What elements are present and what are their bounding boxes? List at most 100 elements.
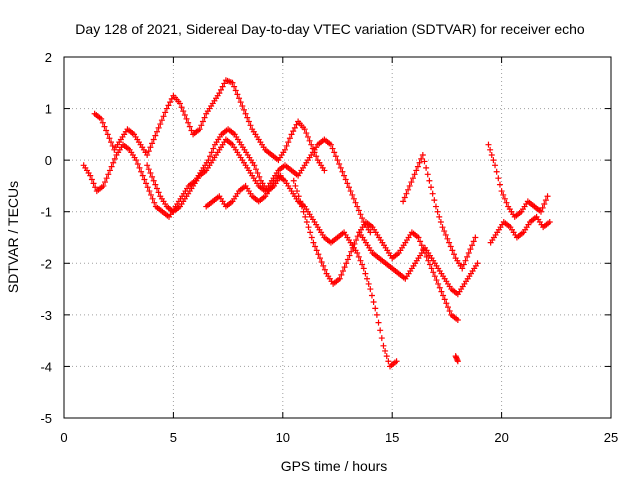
data-point: [147, 170, 154, 177]
data-point: [146, 188, 153, 195]
data-point: [431, 273, 438, 280]
data-point: [229, 79, 236, 86]
data-point: [488, 151, 495, 158]
data-point: [320, 262, 327, 269]
x-tick-label: 25: [604, 430, 618, 445]
data-point: [403, 190, 410, 197]
data-point: [198, 122, 205, 129]
data-point: [152, 181, 159, 188]
data-point: [462, 257, 469, 264]
data-point: [539, 204, 546, 211]
data-point: [303, 219, 310, 226]
data-point: [106, 135, 113, 142]
data-point: [431, 197, 438, 204]
data-point: [217, 86, 224, 93]
data-point: [149, 140, 156, 147]
x-tick-label: 10: [276, 430, 290, 445]
data-point: [357, 257, 364, 264]
data-point: [339, 268, 346, 275]
data-point: [298, 203, 305, 210]
data-point: [451, 251, 458, 258]
data-point: [151, 199, 158, 206]
data-point: [428, 184, 435, 191]
data-point: [498, 188, 505, 195]
data-point: [144, 162, 151, 169]
data-point: [446, 307, 453, 314]
data-point: [362, 270, 369, 277]
data-point: [181, 112, 188, 119]
data-point: [108, 139, 115, 146]
data-point: [415, 234, 422, 241]
y-tick-label: 0: [45, 153, 52, 168]
data-point: [490, 157, 497, 164]
data-point: [316, 255, 323, 262]
data-point: [234, 91, 241, 98]
data-point: [110, 159, 117, 166]
data-point: [355, 253, 362, 260]
data-point: [145, 148, 152, 155]
data-point: [472, 234, 479, 241]
data-point: [365, 280, 372, 287]
data-point: [186, 123, 193, 130]
data-point: [416, 159, 423, 166]
data-point: [160, 113, 167, 120]
data-points: [80, 77, 553, 370]
data-point: [342, 176, 349, 183]
data-point: [432, 203, 439, 210]
data-point: [240, 106, 247, 113]
data-point: [150, 136, 157, 143]
data-point: [236, 95, 243, 102]
data-point: [341, 264, 348, 271]
data-point: [245, 118, 252, 125]
data-point: [103, 175, 110, 182]
data-point: [434, 208, 441, 215]
data-point: [100, 182, 107, 189]
data-point: [385, 358, 392, 365]
data-point: [474, 260, 481, 267]
data-point: [467, 246, 474, 253]
data-point: [231, 83, 238, 90]
data-point: [162, 109, 169, 116]
data-point: [406, 182, 413, 189]
data-point: [495, 175, 502, 182]
data-point: [492, 162, 499, 169]
data-point: [436, 213, 443, 220]
data-point: [288, 131, 295, 138]
data-point: [408, 179, 415, 186]
data-point: [237, 99, 244, 106]
data-point: [283, 142, 290, 149]
axis-ticks: 0 5 10 15 20 25 -5 -4 -3 -2 -1 0 1 2: [40, 50, 618, 445]
data-point: [90, 180, 97, 187]
data-point: [447, 243, 454, 250]
data-point: [251, 162, 258, 169]
data-point: [207, 153, 214, 160]
data-point: [144, 184, 151, 191]
data-point: [150, 177, 157, 184]
data-point: [426, 261, 433, 268]
data-point: [138, 168, 145, 175]
data-point: [155, 124, 162, 131]
data-point: [454, 358, 461, 365]
data-point: [359, 261, 366, 268]
data-point: [292, 182, 299, 189]
data-point: [344, 180, 351, 187]
data-point: [302, 213, 309, 220]
x-axis-label: GPS time / hours: [281, 458, 388, 474]
data-point: [375, 319, 382, 326]
data-point: [239, 102, 246, 109]
data-point: [424, 171, 431, 178]
data-point: [503, 199, 510, 206]
data-point: [242, 110, 249, 117]
data-point: [297, 198, 304, 205]
data-point: [348, 248, 355, 255]
data-point: [176, 100, 183, 107]
data-point: [344, 256, 351, 263]
data-point: [139, 172, 146, 179]
data-point: [436, 284, 443, 291]
data-point: [178, 104, 185, 111]
data-point: [303, 130, 310, 137]
data-point: [501, 195, 508, 202]
data-point: [201, 114, 208, 121]
data-point: [143, 180, 150, 187]
data-point: [155, 189, 162, 196]
